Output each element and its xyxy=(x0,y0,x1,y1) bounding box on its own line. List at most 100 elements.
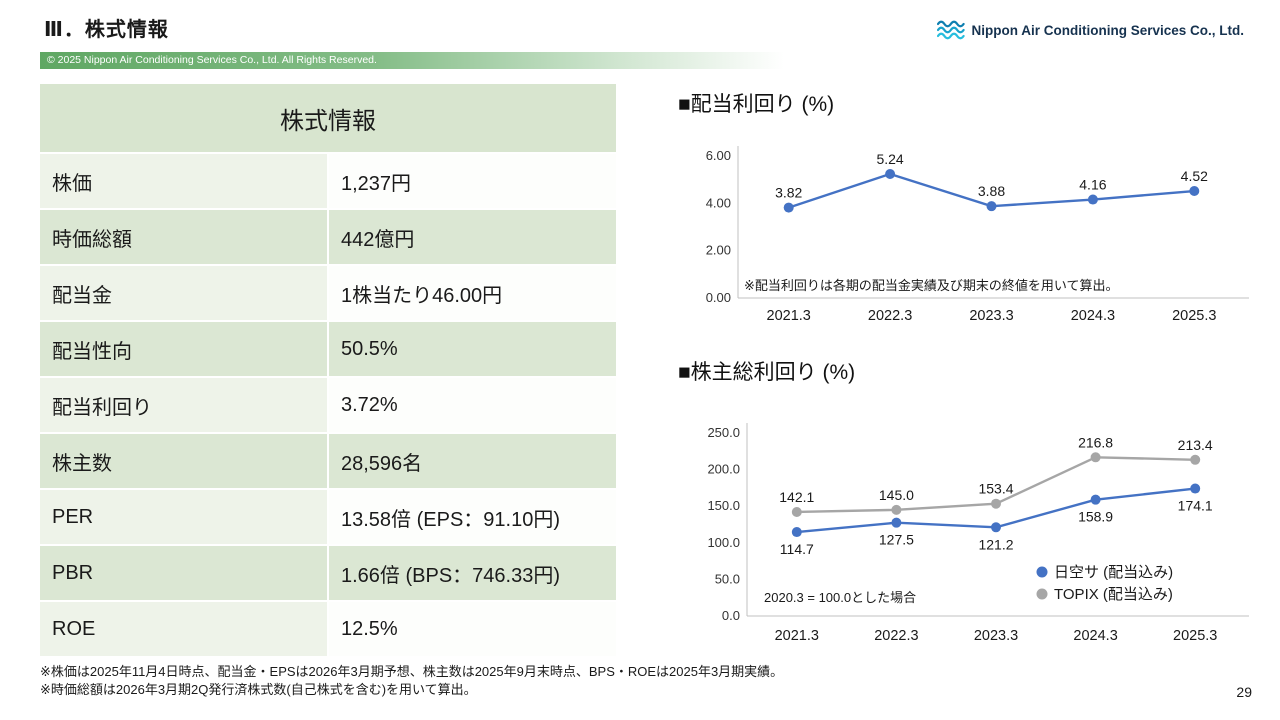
data-label: 3.82 xyxy=(775,185,802,201)
data-point xyxy=(791,506,802,517)
row-label: 配当性向 xyxy=(38,320,329,378)
row-value: 1,237円 xyxy=(327,152,618,210)
page-number: 29 xyxy=(1236,684,1252,700)
page-title: Ⅲ．株式情報 xyxy=(44,19,169,41)
data-label: 114.7 xyxy=(780,541,814,557)
row-label: 配当金 xyxy=(38,264,329,322)
legend-label: 日空サ (配当込み) xyxy=(1054,564,1173,581)
footnotes: ※株価は2025年11月4日時点、配当金・EPSは2026年3月期予想、株主数は… xyxy=(40,663,783,699)
data-point xyxy=(991,498,1001,509)
data-point xyxy=(891,504,902,515)
y-tick-label: 100.0 xyxy=(707,535,740,550)
data-point xyxy=(791,527,802,538)
data-label: 145.0 xyxy=(879,487,914,503)
data-point xyxy=(885,168,896,179)
data-point xyxy=(1087,194,1098,205)
total-shareholder-return-chart: 250.0 200.0 150.0 100.0 50.0 0.0 2021.3 2022.3 2… xyxy=(707,423,1249,644)
table-row: 配当利回り 3.72% xyxy=(38,376,618,434)
data-label: 4.16 xyxy=(1079,177,1106,193)
y-tick-label: 0.00 xyxy=(706,290,731,305)
table-row: 配当性向 50.5% xyxy=(38,320,618,378)
copyright-bar: © 2025 Nippon Air Conditioning Services … xyxy=(40,52,1240,69)
row-value: 1.66倍 (BPS：746.33円) xyxy=(327,544,618,602)
stock-info-table: 株式情報 株価 1,237円 時価総額 442億円 配当金 1株当たり46.00円 配当性向… xyxy=(38,82,618,658)
chart-note: 2020.3 = 100.0とした場合 xyxy=(764,590,916,605)
data-point xyxy=(986,201,997,212)
x-tick-label: 2023.3 xyxy=(969,308,1013,324)
row-label: 株価 xyxy=(38,152,329,210)
logo-wave-icon xyxy=(936,20,965,40)
table-row: 配当金 1株当たり46.00円 xyxy=(38,264,618,322)
footnote: ※株価は2025年11月4日時点、配当金・EPSは2026年3月期予想、株主数は… xyxy=(40,664,784,679)
y-tick-label: 6.00 xyxy=(706,148,731,163)
y-tick-label: 0.0 xyxy=(722,608,740,623)
y-tick-label: 150.0 xyxy=(707,498,740,513)
row-value: 12.5% xyxy=(327,600,618,658)
table-title: 株式情報 xyxy=(38,82,618,154)
data-point xyxy=(891,517,902,528)
legend-marker xyxy=(1036,566,1048,578)
row-value: 3.72% xyxy=(327,376,618,434)
data-label: 4.52 xyxy=(1181,168,1208,184)
row-value: 50.5% xyxy=(327,320,618,378)
table-row: ROE 12.5% xyxy=(38,600,618,658)
y-tick-label: 2.00 xyxy=(706,243,731,258)
y-tick-label: 250.0 xyxy=(707,425,740,440)
x-tick-label: 2024.3 xyxy=(1071,308,1115,324)
row-label: PBR xyxy=(38,544,329,602)
table-row: PBR 1.66倍 (BPS：746.33円) xyxy=(38,544,618,602)
data-point xyxy=(991,522,1001,533)
row-label: 配当利回り xyxy=(38,376,329,434)
data-label: 213.4 xyxy=(1178,437,1213,453)
row-value: 442億円 xyxy=(327,208,618,266)
data-label: 121.2 xyxy=(978,536,1013,552)
table-header-row: 株式情報 xyxy=(38,82,618,154)
x-tick-label: 2025.3 xyxy=(1173,628,1217,644)
x-tick-label: 2021.3 xyxy=(767,308,811,324)
data-point xyxy=(1090,494,1101,505)
x-tick-label: 2025.3 xyxy=(1172,308,1216,324)
data-point xyxy=(1189,186,1200,197)
table-row: 株主数 28,596名 xyxy=(38,432,618,490)
data-label: 153.4 xyxy=(978,481,1013,497)
row-label: 時価総額 xyxy=(38,208,329,266)
data-point xyxy=(1090,452,1101,463)
logo-text: Nippon Air Conditioning Services Co., Lt… xyxy=(971,22,1245,38)
row-label: ROE xyxy=(38,600,329,658)
data-label: 127.5 xyxy=(879,532,914,548)
row-label: PER xyxy=(38,488,329,546)
y-tick-label: 4.00 xyxy=(706,195,731,210)
x-tick-label: 2022.3 xyxy=(874,628,918,644)
table-row: PER 13.58倍 (EPS：91.10円) xyxy=(38,488,618,546)
copyright-text: © 2025 Nippon Air Conditioning Services … xyxy=(47,54,377,66)
data-label: 142.1 xyxy=(779,489,814,505)
x-tick-label: 2022.3 xyxy=(868,308,912,324)
row-value: 13.58倍 (EPS：91.10円) xyxy=(327,488,618,546)
y-tick-label: 50.0 xyxy=(715,571,740,586)
row-value: 1株当たり46.00円 xyxy=(327,264,618,322)
dividend-yield-chart-title: ■配当利回り (%) xyxy=(678,93,835,116)
dividend-yield-chart: 6.00 4.00 2.00 0.00 2021.3 2022.3 2023.3 2024.3… xyxy=(706,146,1249,324)
row-value: 28,596名 xyxy=(327,432,618,490)
table-row: 時価総額 442億円 xyxy=(38,208,618,266)
data-point xyxy=(1190,454,1201,465)
data-point xyxy=(783,202,794,213)
chart-note: ※配当利回りは各期の配当金実績及び期末の終値を用いて算出。 xyxy=(744,278,1119,293)
company-logo: Nippon Air Conditioning Services Co., Lt… xyxy=(936,19,1245,41)
row-label: 株主数 xyxy=(38,432,329,490)
x-tick-label: 2024.3 xyxy=(1073,628,1117,644)
data-label: 174.1 xyxy=(1178,498,1213,514)
stock-table-body: 株価 1,237円 時価総額 442億円 配当金 1株当たり46.00円 配当性向 50.5%… xyxy=(38,152,618,658)
footnote: ※時価総額は2026年3月期2Q発行済株式数(自己株式を含む)を用いて算出。 xyxy=(40,682,477,697)
legend-marker xyxy=(1036,588,1048,600)
y-tick-label: 200.0 xyxy=(707,462,740,477)
total-shareholder-return-chart-title: ■株主総利回り (%) xyxy=(678,361,856,384)
data-label: 158.9 xyxy=(1078,509,1113,525)
table-row: 株価 1,237円 xyxy=(38,152,618,210)
x-tick-label: 2021.3 xyxy=(775,628,819,644)
data-point xyxy=(1190,483,1201,494)
x-tick-label: 2023.3 xyxy=(974,628,1018,644)
data-label: 216.8 xyxy=(1078,434,1113,450)
data-label: 3.88 xyxy=(978,183,1005,199)
